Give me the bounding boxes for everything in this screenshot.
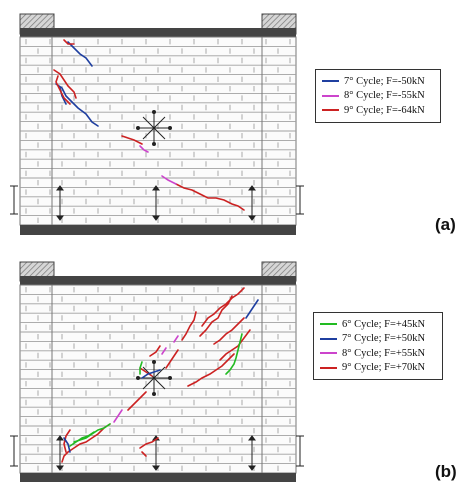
panel-b-legend: 6° Cycle; F=+45kN 7° Cycle; F=+50kN 8° C… xyxy=(313,312,443,380)
legend-line-swatch xyxy=(320,337,337,340)
panel-b-crack-blue-2 xyxy=(141,369,161,379)
panel-a-crack-blue-2 xyxy=(55,83,99,127)
panel-a-label: (a) xyxy=(435,215,456,234)
panel-b-crack-green-1 xyxy=(225,333,243,375)
panel-b-wall xyxy=(10,261,304,482)
panel-a-top-beam xyxy=(20,28,296,37)
panel-a-sensor-2 xyxy=(152,185,160,221)
panel-a-sensors xyxy=(10,110,304,221)
panel-b-label: (b) xyxy=(435,462,457,481)
panel-b-crack-magenta-2 xyxy=(113,409,123,423)
panel-a-sensor-1 xyxy=(56,185,64,221)
panel-b-crack-red-7 xyxy=(149,345,161,357)
panel-a-crack-magenta-1 xyxy=(139,145,149,153)
panel-b-crack-blue-3 xyxy=(63,437,71,453)
panel-b-left-edge-sensor xyxy=(10,435,18,467)
panel-b-crack-red-1 xyxy=(201,287,245,327)
panel-b-bottom-beam xyxy=(20,473,296,482)
panel-a-legend-item-2: 8° Cycle; F=-55kN xyxy=(322,89,434,104)
panel-b-crack-green-2 xyxy=(139,361,143,375)
panel-b-crack-red-14 xyxy=(141,451,147,457)
panel-b-crack-red-13 xyxy=(139,437,159,449)
panel-b-crack-green-4 xyxy=(69,431,95,447)
panel-a-crack-red-3 xyxy=(55,75,71,105)
panel-a-crack-red-1 xyxy=(63,39,75,45)
panel-b-crack-magenta-1 xyxy=(161,347,167,355)
panel-a-crack-red-2 xyxy=(53,69,77,99)
legend-line-swatch xyxy=(322,109,339,112)
panel-b-crack-red-4 xyxy=(219,329,251,361)
panel-b-crack-red-11 xyxy=(61,423,111,463)
panel-a-right-edge-sensor xyxy=(296,185,304,215)
panel-b-crack-red-2 xyxy=(199,295,233,337)
panel-b-crack-red-6 xyxy=(187,353,235,387)
legend-label: 8° Cycle; F=-55kN xyxy=(344,90,425,102)
panel-a-crack-red-4 xyxy=(121,135,143,145)
legend-label: 8° Cycle; F=+55kN xyxy=(342,347,426,359)
legend-label: 6° Cycle; F=+45kN xyxy=(342,318,426,330)
panel-b-crack-blue-1 xyxy=(245,299,259,319)
panel-b-crack-red-3 xyxy=(213,317,245,345)
panel-a-cracks xyxy=(53,39,245,211)
panel-a-legend: 7° Cycle; F=-50kN 8° Cycle; F=-55kN 9° C… xyxy=(315,69,441,123)
legend-label: 7° Cycle; F=+50kN xyxy=(342,333,426,345)
legend-line-swatch xyxy=(320,366,337,369)
legend-line-swatch xyxy=(320,352,337,355)
panel-a-legend-item-3: 9° Cycle; F=-64kN xyxy=(322,103,434,118)
panel-a-crack-blue-1 xyxy=(67,41,93,67)
panel-b-crack-red-5 xyxy=(181,311,197,341)
panel-b-cracks xyxy=(61,287,259,463)
panel-b-sensors xyxy=(10,360,304,471)
panel-b-crack-red-10 xyxy=(127,391,147,411)
panel-a-sensor-3 xyxy=(248,185,256,221)
panel-b-top-beam xyxy=(20,276,296,285)
panel-a-bottom-beam xyxy=(20,225,296,235)
panel-a-legend-item-1: 7° Cycle; F=-50kN xyxy=(322,74,434,89)
panel-b-cross-sensor xyxy=(136,360,172,396)
legend-line-swatch xyxy=(322,94,339,97)
panel-a-crack-magenta-2 xyxy=(161,175,177,185)
legend-line-swatch xyxy=(320,323,337,326)
panel-a-cross-sensor xyxy=(136,110,172,146)
panel-a-wall xyxy=(10,13,304,235)
panel-b-legend-item-1: 6° Cycle; F=+45kN xyxy=(320,317,436,332)
panel-b-legend-item-2: 7° Cycle; F=+50kN xyxy=(320,332,436,347)
legend-label: 7° Cycle; F=-50kN xyxy=(344,75,425,87)
panel-b-legend-item-4: 9° Cycle; F=+70kN xyxy=(320,361,436,376)
legend-line-swatch xyxy=(322,80,339,83)
panel-a-brick-courses xyxy=(20,39,296,223)
panel-b-crack-red-8 xyxy=(139,367,153,377)
panel-a-left-edge-sensor xyxy=(10,185,18,215)
panel-b-legend-item-3: 8° Cycle; F=+55kN xyxy=(320,346,436,361)
panel-b-right-edge-sensor xyxy=(296,435,304,467)
legend-label: 9° Cycle; F=-64kN xyxy=(344,104,425,116)
panel-b-sensor-1 xyxy=(56,435,64,471)
panel-b-sensor-3 xyxy=(248,435,256,471)
legend-label: 9° Cycle; F=+70kN xyxy=(342,362,426,374)
panel-b-crack-magenta-3 xyxy=(173,335,179,343)
panel-b-crack-red-9 xyxy=(165,349,179,369)
panel-a-crack-red-5 xyxy=(175,183,245,211)
